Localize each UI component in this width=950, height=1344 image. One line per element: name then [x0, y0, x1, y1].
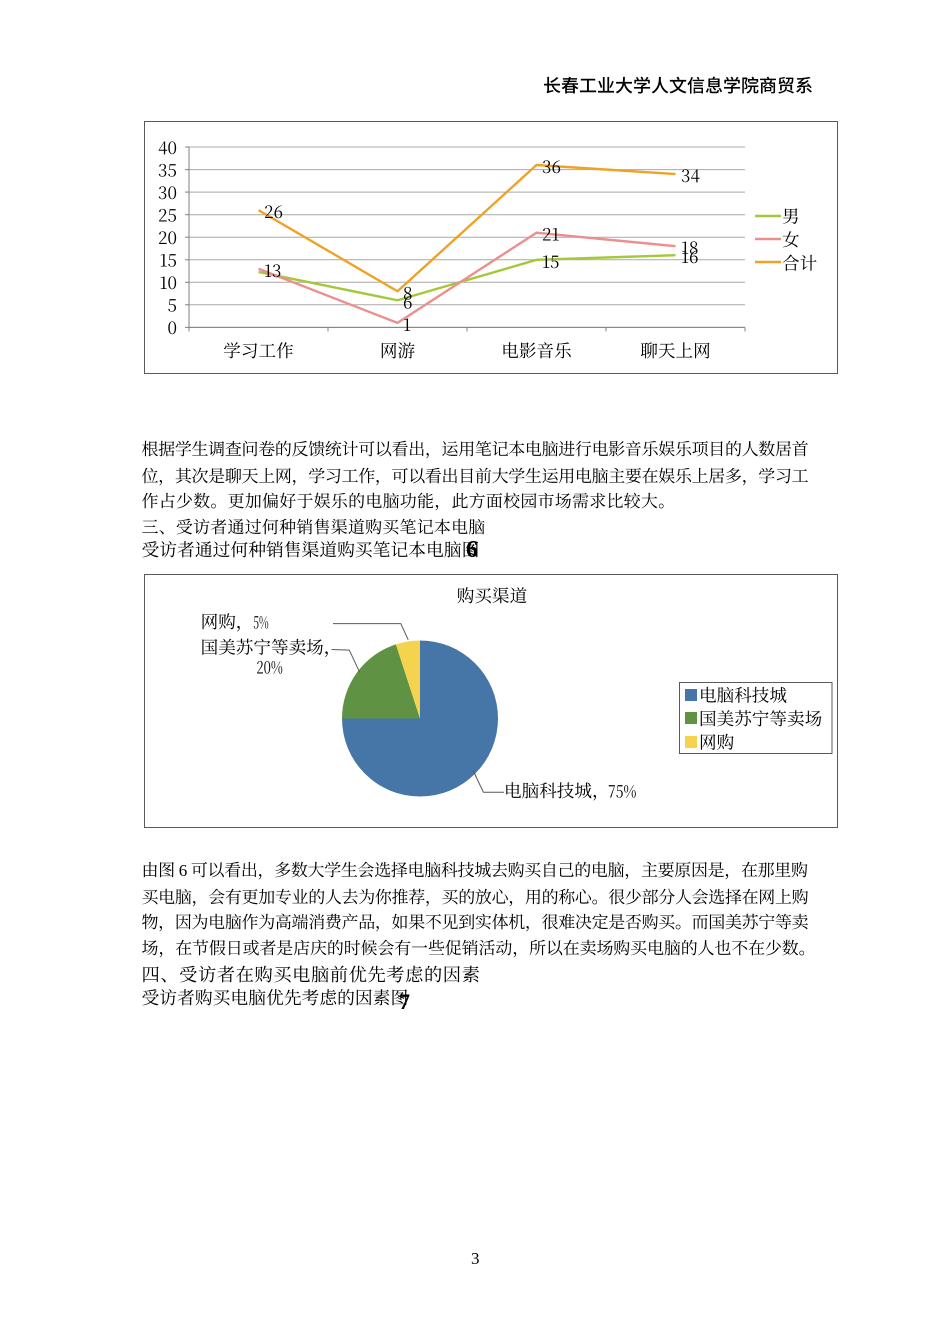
svg-text:18: 18 — [681, 234, 699, 259]
svg-text:16: 16 — [681, 243, 699, 268]
svg-text:合计: 合计 — [782, 250, 817, 275]
svg-text:5: 5 — [168, 292, 178, 317]
svg-text:36: 36 — [542, 153, 561, 178]
svg-text:1: 1 — [403, 311, 411, 336]
svg-text:0: 0 — [168, 314, 177, 339]
svg-text:21: 21 — [542, 221, 560, 246]
svg-text:学习工作: 学习工作 — [223, 338, 293, 363]
svg-text:26: 26 — [264, 198, 283, 223]
svg-text:8: 8 — [403, 279, 413, 304]
svg-text:20%: 20% — [256, 654, 283, 679]
svg-text:国美苏宁等卖场: 国美苏宁等卖场 — [699, 706, 822, 731]
svg-text:电脑科技城，: 电脑科技城， — [504, 778, 610, 803]
svg-text:75%: 75% — [608, 778, 637, 803]
svg-text:15: 15 — [542, 248, 560, 273]
svg-text:男: 男 — [782, 204, 800, 229]
svg-text:电脑科技城: 电脑科技城 — [699, 683, 787, 708]
svg-text:国美苏宁等卖场，: 国美苏宁等卖场， — [201, 635, 342, 660]
svg-text:13: 13 — [264, 257, 281, 282]
svg-text:网购: 网购 — [699, 730, 734, 755]
svg-text:购买渠道: 购买渠道 — [457, 583, 527, 608]
svg-text:20: 20 — [158, 224, 177, 249]
svg-text:25: 25 — [158, 202, 177, 227]
svg-text:聊天上网: 聊天上网 — [640, 338, 710, 363]
svg-text:30: 30 — [158, 179, 177, 204]
svg-text:10: 10 — [160, 269, 177, 294]
svg-text:5%: 5% — [253, 608, 269, 633]
svg-text:网购，: 网购， — [201, 609, 254, 634]
svg-text:电影音乐: 电影音乐 — [501, 338, 572, 363]
svg-text:40: 40 — [158, 134, 177, 159]
svg-text:34: 34 — [681, 162, 700, 187]
svg-text:35: 35 — [158, 156, 177, 181]
svg-text:6: 6 — [403, 288, 413, 313]
svg-text:女: 女 — [782, 227, 800, 252]
svg-text:15: 15 — [160, 247, 178, 272]
svg-text:网游: 网游 — [380, 338, 416, 363]
